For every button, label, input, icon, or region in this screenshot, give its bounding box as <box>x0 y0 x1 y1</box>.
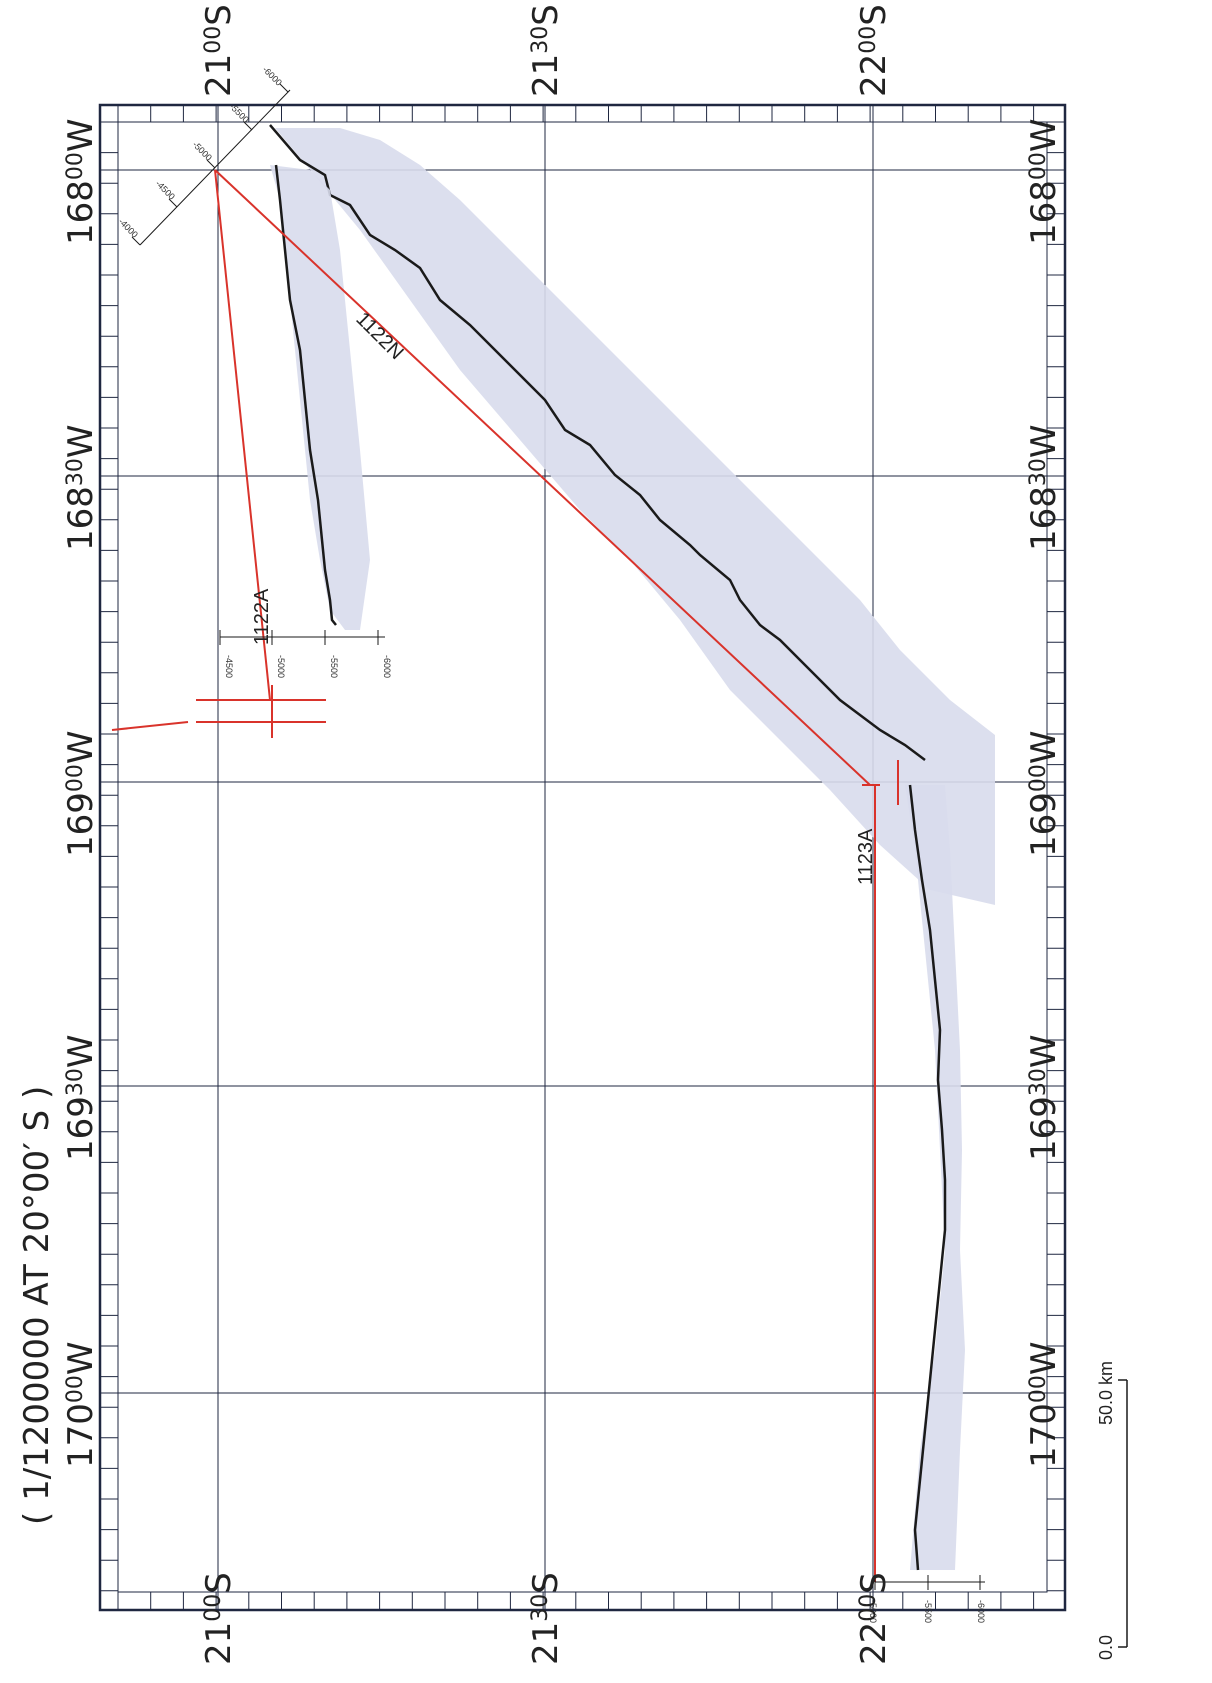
longitude-label-top: 16800W <box>61 118 101 245</box>
scale-title: ( 1/1200000 AT 20°00′ S ) <box>17 1086 57 1525</box>
latitude-label-right: 2200S <box>854 4 894 97</box>
depth-axis-1122n <box>131 83 291 246</box>
depth-tick-1122n-0: -4000 <box>117 216 140 239</box>
track-1122a <box>214 169 271 701</box>
depth-axis-1122a <box>219 630 385 645</box>
longitude-label-top: 16930W <box>61 1034 101 1161</box>
longitude-label-top: 16900W <box>61 730 101 857</box>
profile-1123a-line <box>908 784 947 1571</box>
longitude-label-top: 16830W <box>61 424 101 551</box>
track-1122n <box>214 169 871 786</box>
longitude-label-bottom: 16900W <box>1024 730 1064 857</box>
latitude-label-left: 2200S <box>854 1572 894 1665</box>
profile-1122n-line <box>269 124 926 761</box>
longitude-label-bottom: 17000W <box>1024 1341 1064 1468</box>
scale-bar-end: 50.0 km <box>1096 1361 1116 1425</box>
line-label-1122a: 1122A <box>251 588 273 645</box>
longitude-label-bottom: 16800W <box>1024 118 1064 245</box>
longitude-label-bottom: 16930W <box>1024 1034 1064 1161</box>
map-frame-inner <box>117 121 1048 1593</box>
ship-tracks <box>111 169 899 1582</box>
depth-tick-1123a-2: -6000 <box>976 1600 986 1623</box>
track-offmap <box>111 721 189 731</box>
map-frame-outer <box>98 103 1067 1612</box>
depth-tick-1122a-1: -5000 <box>276 655 286 678</box>
longitude-label-bottom: 16830W <box>1024 424 1064 551</box>
line-label-1123a: 1123A <box>855 828 877 885</box>
depth-tick-1122n-2: -5000 <box>191 139 214 162</box>
depth-tick-1122a-2: -5500 <box>329 655 339 678</box>
profile-1122a-line <box>274 164 337 626</box>
coordinate-labels: 17000W 17000W 16930W 16930W 16900W 16900W 1683… <box>61 4 1064 1665</box>
depth-tick-1123a-1: -5500 <box>923 1600 933 1623</box>
depth-tick-1123a-0: -5000 <box>868 1600 878 1623</box>
depth-axis-1123a <box>874 1575 985 1590</box>
profile-1122n-fill <box>275 128 995 905</box>
latitude-label-right: 2100S <box>199 4 239 97</box>
longitude-label-top: 17000W <box>61 1341 101 1468</box>
scale-bar-start: 0.0 <box>1096 1635 1116 1660</box>
depth-tick-1122a-0: -4500 <box>224 655 234 678</box>
latitude-label-right: 2130S <box>526 4 566 97</box>
frame-ticks <box>100 105 1065 1610</box>
latitude-label-left: 2100S <box>199 1572 239 1665</box>
line-label-1122n: 1122N <box>351 308 407 364</box>
profile-1123a-fill <box>905 785 965 1570</box>
depth-tick-1122n-1: -4500 <box>154 178 177 201</box>
scale-bar <box>1118 1379 1128 1648</box>
profile-1122a-fill <box>270 165 370 630</box>
depth-tick-1122a-3: -6000 <box>382 655 392 678</box>
latitude-label-left: 2130S <box>526 1572 566 1665</box>
